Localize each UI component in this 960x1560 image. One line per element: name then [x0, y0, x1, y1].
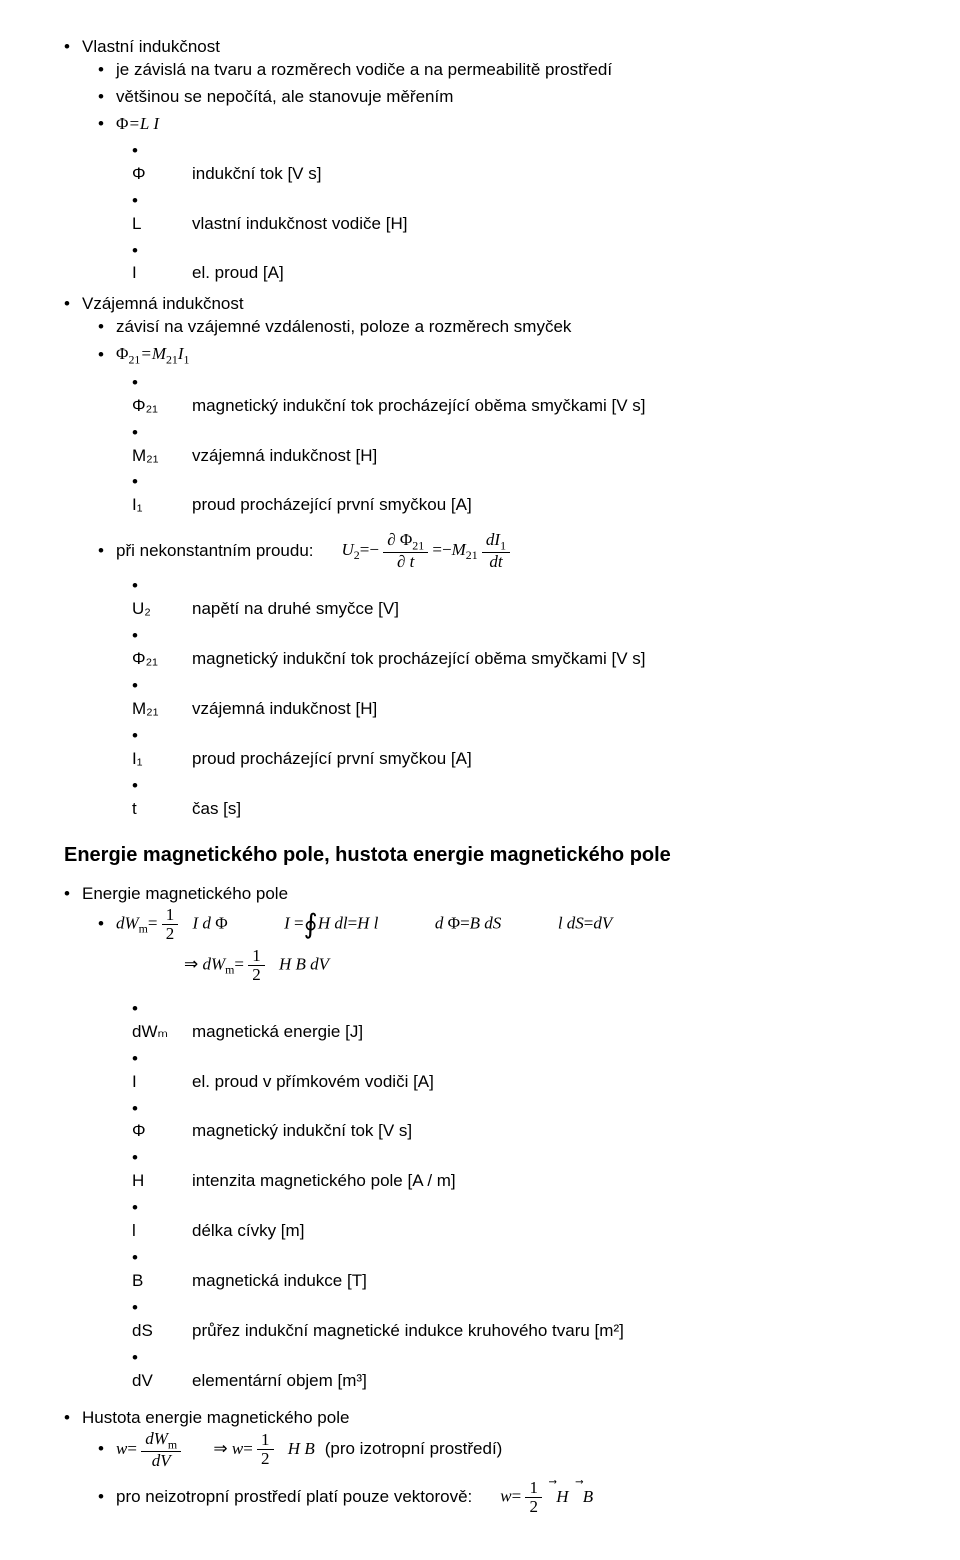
def-row: •Bmagnetická indukce [T]	[98, 1247, 912, 1293]
def-row: •M₂₁vzájemná indukčnost [H]	[98, 422, 912, 468]
section-mag-energy: •Energie magnetického pole • dWm= 12 I d…	[64, 883, 912, 1392]
eq-phi21-MI: Φ21=M21I1	[116, 343, 190, 367]
section-title: Vlastní indukčnost	[82, 37, 220, 56]
formula: • Φ=L I	[64, 113, 912, 136]
formula: • dWm= 12 I d Φ I =∮H dl=H l d Φ=B dS l …	[64, 906, 912, 943]
formula: • w= dWmdV ⇒ w= 12 H B (pro izotropní pr…	[64, 1430, 912, 1470]
list-item: •je závislá na tvaru a rozměrech vodiče …	[64, 59, 912, 82]
doc-root-2: •Energie magnetického pole • dWm= 12 I d…	[64, 883, 912, 1516]
eq-dWm: dWm= 12 I d Φ I =∮H dl=H l d Φ=B dS l dS…	[116, 906, 612, 943]
def-row: •U₂napětí na druhé smyčce [V]	[98, 575, 912, 621]
formula: • pro neizotropní prostředí platí pouze …	[64, 1479, 912, 1516]
def-row: •dWₘmagnetická energie [J]	[98, 998, 912, 1044]
def-row: •Iel. proud [A]	[98, 240, 912, 286]
section-title: Energie magnetického pole	[82, 884, 288, 903]
heading-energy: Energie magnetického pole, hustota energ…	[64, 842, 912, 869]
section-mutual-inductance: •Vzájemná indukčnost •závisí na vzájemné…	[64, 293, 912, 820]
def-row: •Φ₂₁magnetický indukční tok procházející…	[98, 625, 912, 671]
eq-w-iso: w= dWmdV ⇒ w= 12 H B	[116, 1430, 315, 1470]
def-row: •ldélka cívky [m]	[98, 1197, 912, 1243]
list-item: •závisí na vzájemné vzdálenosti, poloze …	[64, 316, 912, 339]
list-item: •U₂napětí na druhé smyčce [V] •Φ₂₁magnet…	[64, 575, 912, 820]
def-row: •dVelementární objem [m³]	[98, 1347, 912, 1393]
eq-phi-LI: Φ=L I	[116, 113, 159, 136]
eq-w-aniso: w= 12 H⃗ B⃗	[500, 1479, 593, 1516]
eq-dWm-result: ⇒ dWm= 12 H B dV	[184, 947, 329, 984]
def-row: •I₁proud procházející první smyčkou [A]	[98, 471, 912, 517]
def-row: •Φindukční tok [V s]	[98, 140, 912, 186]
section-self-inductance: •Vlastní indukčnost •je závislá na tvaru…	[64, 36, 912, 285]
def-row: •Φmagnetický indukční tok [V s]	[98, 1098, 912, 1144]
list-item: •Φ₂₁magnetický indukční tok procházející…	[64, 372, 912, 518]
def-row: •tčas [s]	[98, 775, 912, 821]
formula: • Φ21=M21I1	[64, 343, 912, 367]
def-row: •M₂₁vzájemná indukčnost [H]	[98, 675, 912, 721]
list-item: •dWₘmagnetická energie [J] •Iel. proud v…	[64, 998, 912, 1393]
def-row: •I₁proud procházející první smyčkou [A]	[98, 725, 912, 771]
list-item: •Φindukční tok [V s] •Lvlastní indukčnos…	[64, 140, 912, 286]
formula: • při nekonstantním proudu: U2=− ∂ Φ21∂ …	[64, 531, 912, 571]
def-row: •Iel. proud v přímkovém vodiči [A]	[98, 1048, 912, 1094]
def-row: •Φ₂₁magnetický indukční tok procházející…	[98, 372, 912, 418]
section-energy-density: •Hustota energie magnetického pole • w= …	[64, 1407, 912, 1516]
formula: ⇒ dWm= 12 H B dV	[64, 947, 912, 984]
eq-U2: U2=− ∂ Φ21∂ t =−M21 dI1dt	[342, 531, 511, 571]
def-row: •Hintenzita magnetického pole [A / m]	[98, 1147, 912, 1193]
section-title: Vzájemná indukčnost	[82, 294, 244, 313]
section-title: Hustota energie magnetického pole	[82, 1408, 349, 1427]
list-item: •většinou se nepočítá, ale stanovuje měř…	[64, 86, 912, 109]
doc-root: •Vlastní indukčnost •je závislá na tvaru…	[64, 36, 912, 820]
def-row: •Lvlastní indukčnost vodiče [H]	[98, 190, 912, 236]
def-row: •dSprůřez indukční magnetické indukce kr…	[98, 1297, 912, 1343]
